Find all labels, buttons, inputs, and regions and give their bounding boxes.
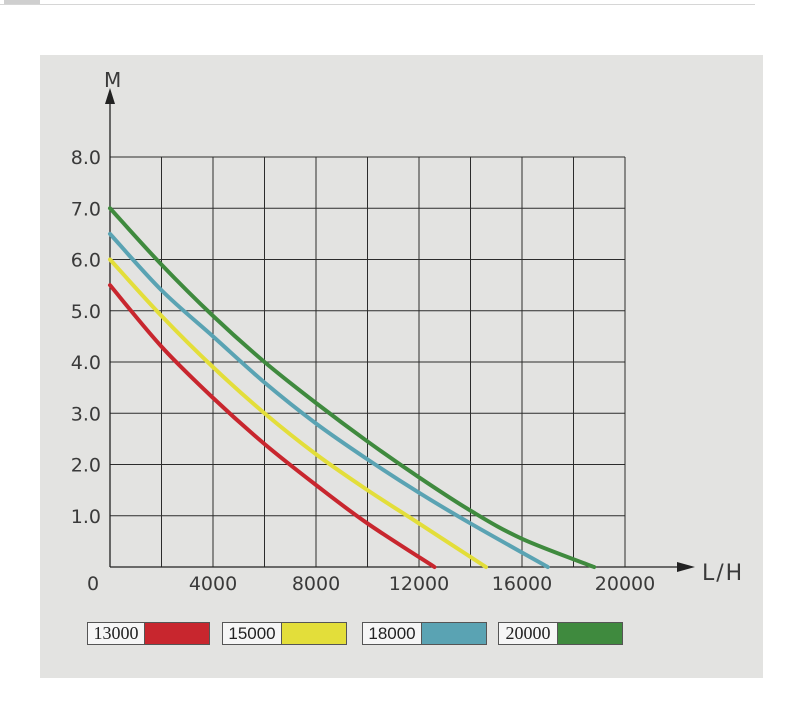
series-line-15000 [108,257,488,569]
legend-swatch [144,623,209,644]
x-tick-label: 4000 [189,573,237,595]
y-tick-label: 7.0 [71,198,101,220]
x-tick-label: 12000 [389,573,449,595]
series-lines [108,206,597,569]
y-tick-label: 8.0 [71,147,101,169]
y-tick-label: 3.0 [71,403,101,425]
top-rule [0,4,755,5]
y-tick-label: 2.0 [71,455,101,477]
legend-item-18000: 18000 [362,622,487,645]
y-axis-title: M [104,68,121,92]
x-tick-label: 0 [87,573,99,595]
legend-label: 20000 [505,623,551,643]
y-tick-label: 1.0 [71,506,101,528]
legend-item-20000: 20000 [498,622,623,645]
grid [110,156,626,567]
legend-label: 18000 [368,623,416,643]
legend-swatch [557,623,622,644]
y-axis-arrow [105,88,115,104]
x-tick-label: 20000 [595,573,655,595]
legend-item-15000: 15000 [222,622,347,645]
x-tick-label: 16000 [492,573,552,595]
series-line-13000 [108,283,437,569]
y-tick-label: 4.0 [71,352,101,374]
legend-label: 13000 [93,623,139,643]
x-axis-arrow [677,562,695,572]
series-line-20000 [108,206,597,569]
legend-swatch [421,623,486,644]
corner-mark [4,0,40,4]
chart-panel [40,55,763,678]
series-line-18000 [108,231,550,569]
axes [105,88,695,572]
y-tick-label: 6.0 [71,250,101,272]
legend-item-13000: 13000 [87,622,210,645]
axis-labels: M L/H 1.0 2.0 3.0 4.0 5.0 6.0 7.0 8.0 0 4000 8000 120… [71,68,744,595]
legend-swatch [281,623,346,644]
x-axis-title: L/H [702,561,744,586]
x-tick-label: 8000 [292,573,340,595]
legend-label: 15000 [228,623,276,643]
y-tick-label: 5.0 [71,301,101,323]
